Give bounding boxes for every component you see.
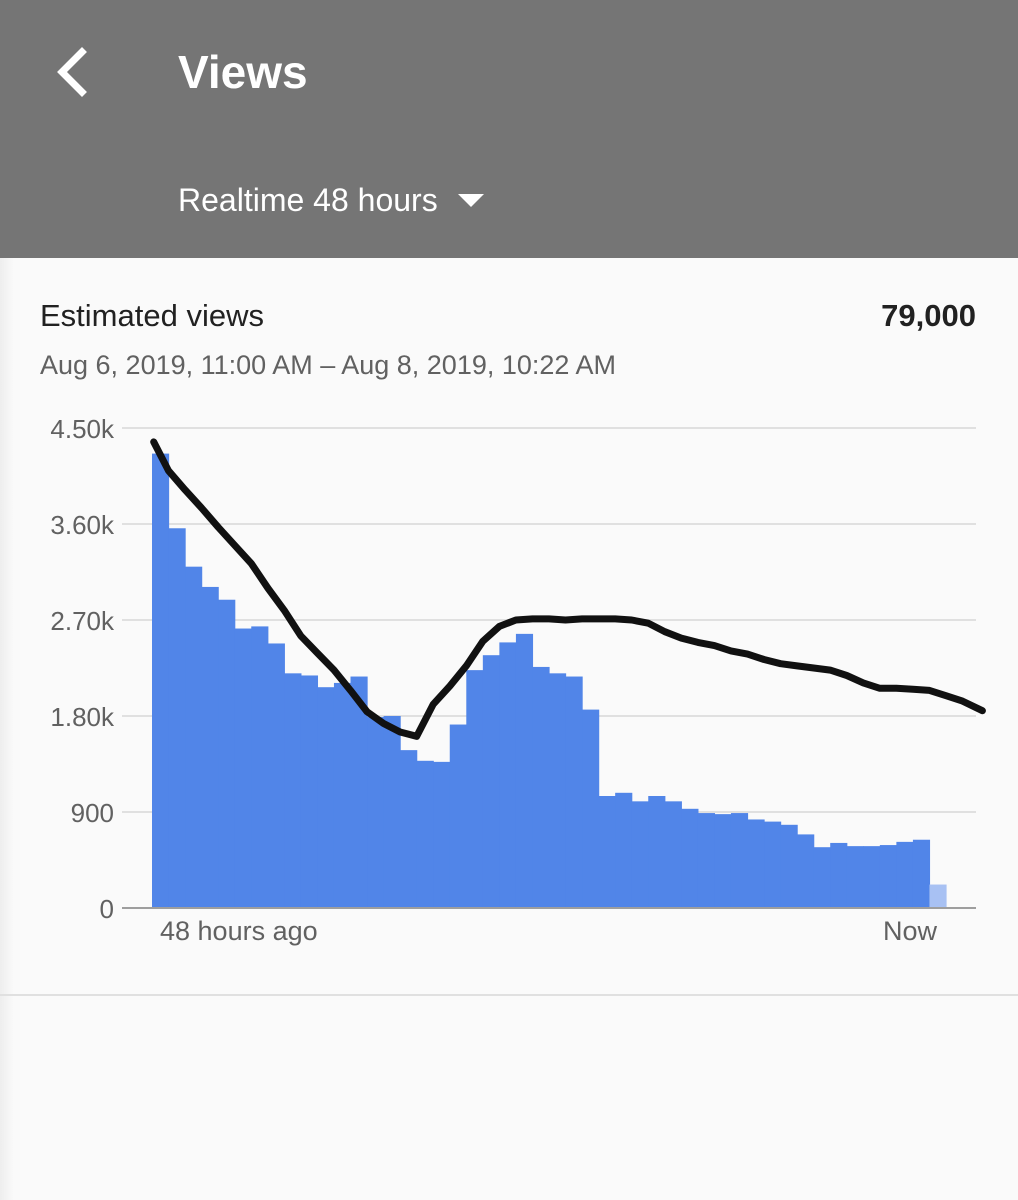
bar [780,824,798,908]
x-label-start: 48 hours ago [160,916,318,946]
bar [383,716,401,908]
bar [764,821,782,908]
arrow-back-icon [57,47,87,97]
bar [466,670,484,908]
bar [565,676,583,908]
bar [863,846,881,908]
bar [367,717,385,908]
bar [449,724,467,908]
y-tick-label: 0 [100,894,114,924]
bar [267,643,285,908]
edge-shadow [0,258,14,1200]
bar [234,628,252,908]
bar [218,599,236,908]
bar [615,792,633,908]
bar [648,796,666,908]
bar [416,760,434,908]
period-label: Realtime 48 hours [178,181,438,218]
bar [317,687,335,908]
bar [912,839,931,908]
bar [896,841,914,908]
metric-total: 79,000 [881,298,976,333]
x-label-end: Now [883,916,938,946]
bar [284,673,302,908]
bar [482,655,500,908]
bar [333,682,352,908]
bar [400,750,418,908]
page-title: Views [178,46,308,98]
bar [549,673,567,908]
y-tick-label: 1.80k [50,702,115,732]
bar [168,528,186,908]
bar [433,761,451,908]
bar [929,884,947,908]
bar [813,847,831,908]
bar [631,801,649,908]
dropdown-caret-icon [457,194,484,207]
metric-name: Estimated views [40,298,264,333]
bar [152,453,170,908]
back-button[interactable] [40,40,104,104]
period-selector[interactable]: Realtime 48 hours [178,174,484,226]
views-card: Estimated views 79,000 Aug 6, 2019, 11:0… [0,258,1018,995]
y-tick-label: 900 [71,798,114,828]
bar [664,801,682,908]
bar [515,633,534,908]
bar [830,842,848,908]
overlay-trend-line [150,438,986,740]
bar [201,586,219,908]
bar [185,566,203,908]
bar [797,834,815,908]
views-bar-chart: 0 900 1.80k 2.70k 3.60k 4.50k 48 hours ago Now [50,414,986,946]
bar [697,813,716,908]
app-bar: Views Realtime 48 hours [0,0,1018,258]
bar [846,846,864,908]
bar [598,796,616,908]
bar [747,819,765,908]
bar [350,676,368,908]
bar [681,808,699,908]
bar [879,845,897,908]
y-tick-label: 2.70k [50,606,115,636]
bar [714,814,732,908]
bar [300,675,319,908]
date-range: Aug 6, 2019, 11:00 AM – Aug 8, 2019, 10:… [40,350,616,380]
bar [499,642,517,908]
card-divider [0,994,1018,996]
bar [251,626,269,908]
bar [582,709,600,908]
bar [532,666,550,908]
bar [730,813,749,908]
y-tick-label: 4.50k [50,414,115,444]
y-tick-label: 3.60k [50,510,115,540]
